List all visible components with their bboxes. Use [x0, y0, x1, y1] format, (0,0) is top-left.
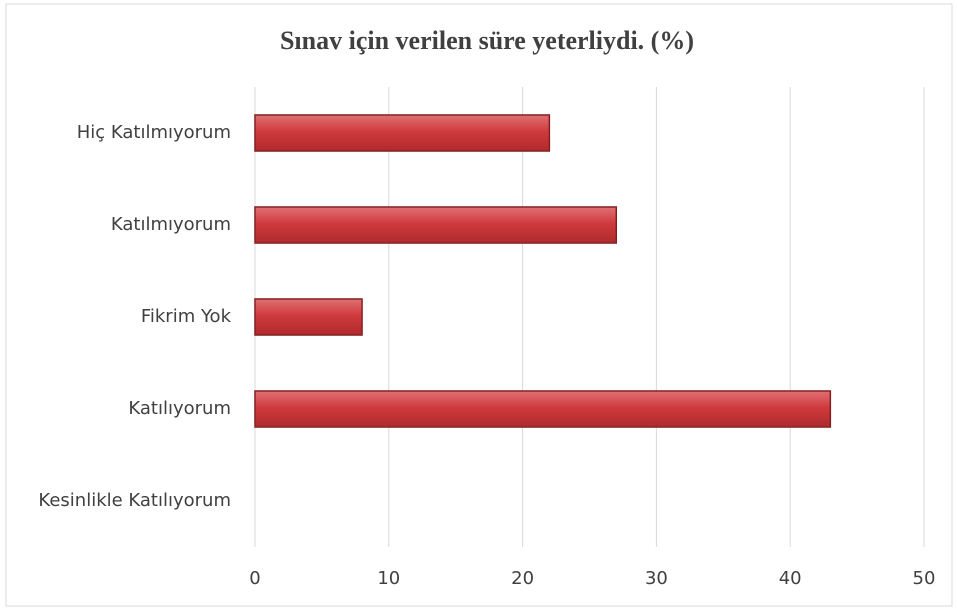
bar-tint	[255, 391, 831, 427]
chart-border	[5, 3, 953, 607]
x-tick-label: 0	[249, 568, 260, 589]
y-tick-label: Kesinlikle Katılıyorum	[38, 490, 231, 511]
y-tick-label: Hiç Katılmıyorum	[77, 122, 231, 143]
x-tick-label: 50	[913, 568, 936, 589]
y-tick-label: Katılmıyorum	[111, 214, 231, 235]
bar-body	[254, 114, 551, 152]
x-tick-label: 10	[377, 568, 400, 589]
bar	[254, 114, 551, 152]
bar-tint	[255, 207, 617, 243]
x-tick-label: 20	[511, 568, 534, 589]
x-tick-label: 30	[645, 568, 668, 589]
bar-body	[254, 298, 363, 336]
bar-body	[254, 206, 618, 244]
y-tick-label: Fikrim Yok	[141, 306, 232, 327]
y-tick-label: Katılıyorum	[128, 398, 231, 419]
bar	[254, 390, 832, 428]
bar	[254, 298, 363, 336]
bar-tint	[255, 115, 550, 151]
bar	[254, 206, 618, 244]
bar-body	[254, 390, 832, 428]
x-tick-label: 40	[779, 568, 802, 589]
chart-title: Sınav için verilen süre yeterliydi. (%)	[280, 26, 694, 55]
bar-tint	[255, 299, 363, 335]
